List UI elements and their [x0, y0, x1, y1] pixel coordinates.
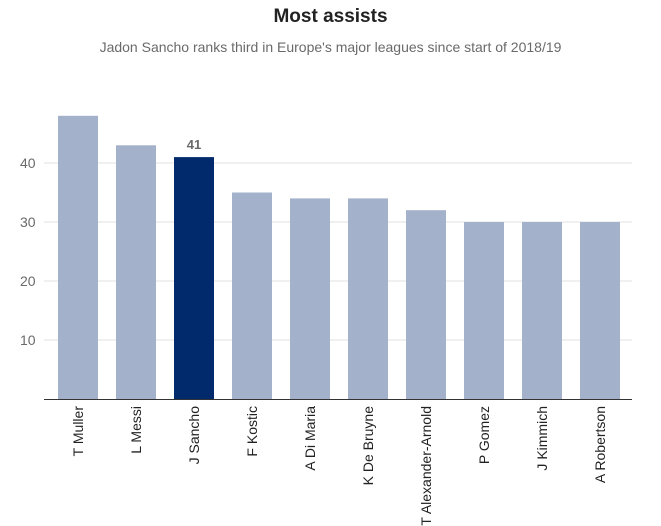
bar-l-messi	[116, 145, 156, 399]
y-axis-ticks: 10 20 30 40	[20, 155, 36, 348]
bars	[58, 115, 620, 400]
bar-a-robertson	[580, 222, 620, 399]
bar-t-muller	[58, 115, 98, 400]
x-tick-label-a-robertson: A Robertson	[592, 406, 608, 483]
x-tick-label-j-sancho: J Sancho	[186, 406, 202, 465]
x-tick-label-k-de-bruyne: K De Bruyne	[360, 406, 376, 486]
bar-k-de-bruyne	[348, 198, 388, 399]
data-labels: 41	[187, 137, 201, 152]
y-tick-label-40: 40	[20, 155, 36, 171]
y-tick-label-30: 30	[20, 214, 36, 230]
y-tick-label-20: 20	[20, 273, 36, 289]
bar-j-kimmich	[522, 222, 562, 399]
chart-title: Most assists	[273, 6, 388, 27]
chart-subtitle: Jadon Sancho ranks third in Europe's maj…	[99, 39, 562, 55]
bar-j-sancho	[174, 157, 214, 399]
x-axis-labels: T Muller L Messi J Sancho F Kostic A Di Mari…	[70, 406, 608, 526]
x-tick-label-t-alexander-arnold: T Alexander-Arnold	[418, 406, 434, 526]
bar-p-gomez	[464, 222, 504, 399]
x-tick-label-l-messi: L Messi	[128, 406, 144, 454]
bar-a-di-maria	[290, 198, 330, 399]
x-tick-label-a-di-maria: A Di Maria	[302, 406, 318, 471]
x-tick-label-p-gomez: P Gomez	[476, 406, 492, 464]
bar-t-alexander-arnold	[406, 210, 446, 399]
y-tick-label-10: 10	[20, 332, 36, 348]
data-label-j-sancho: 41	[187, 137, 201, 152]
x-tick-label-j-kimmich: J Kimmich	[534, 406, 550, 471]
x-tick-label-f-kostic: F Kostic	[244, 406, 260, 457]
x-tick-label-t-muller: T Muller	[70, 406, 86, 457]
bar-f-kostic	[232, 192, 272, 399]
